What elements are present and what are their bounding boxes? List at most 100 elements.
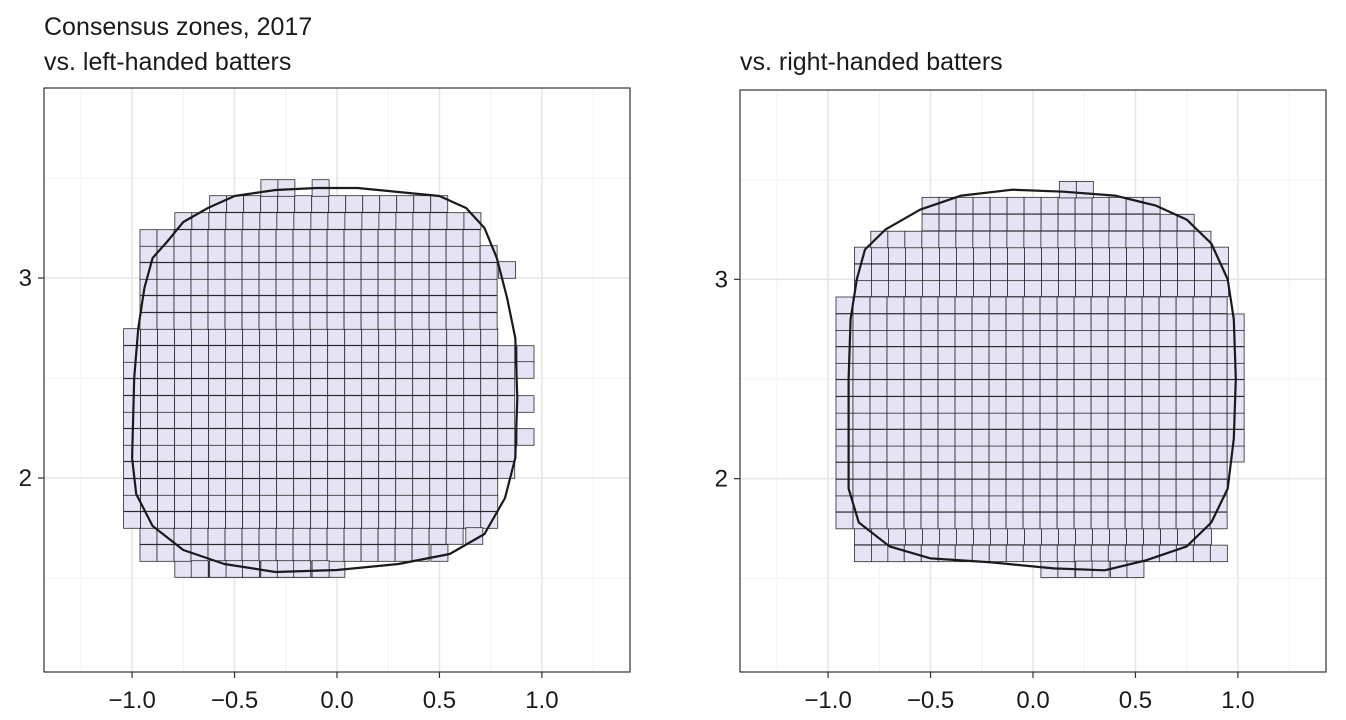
zone-tile: [480, 511, 499, 529]
zone-tile: [378, 345, 397, 363]
zone-tile: [480, 444, 499, 462]
zone-tile: [1056, 544, 1075, 563]
zone-tile: [326, 312, 345, 330]
zone-tile: [903, 511, 922, 530]
zone-tile: [937, 396, 956, 414]
zone-tile: [971, 296, 990, 314]
zone-tile: [1141, 429, 1160, 447]
zone-tile: [207, 527, 226, 545]
zone-tile: [1109, 527, 1127, 546]
zone-tile: [1143, 527, 1161, 546]
x-tick-label: 1.0: [1221, 687, 1254, 714]
zone-tile: [276, 395, 295, 413]
zone-tile: [852, 396, 871, 414]
x-tick-label: −0.5: [211, 687, 258, 714]
zone-tile: [903, 329, 922, 347]
zone-tile: [971, 494, 990, 513]
zone-tile: [903, 313, 922, 331]
zone-tile: [1141, 445, 1160, 463]
zone-tile: [922, 246, 940, 265]
zone-tile: [1073, 362, 1092, 380]
zone-tile: [988, 396, 1007, 414]
zone-tile: [446, 511, 465, 529]
zone-tile: [139, 527, 158, 545]
zone-tile: [1041, 263, 1059, 282]
zone-tile: [480, 494, 499, 512]
zone-tile: [429, 511, 448, 529]
zone-tile: [1073, 445, 1092, 463]
zone-tile: [157, 444, 176, 462]
zone-tile: [242, 428, 261, 446]
zone-tile: [1039, 462, 1058, 480]
zone-tile: [208, 444, 227, 462]
zone-tile: [258, 262, 277, 280]
zone-tile: [888, 263, 906, 282]
zone-tile: [293, 411, 312, 429]
zone-tile: [445, 229, 464, 247]
zone-tile: [292, 278, 311, 296]
zone-tile: [972, 230, 991, 249]
zone-tile: [361, 395, 380, 413]
zone-tile: [903, 296, 922, 314]
zone-tile: [988, 511, 1007, 530]
zone-tile: [989, 213, 1008, 232]
zone-tile: [479, 312, 498, 330]
zone-tile: [1158, 429, 1177, 447]
zone-tile: [1039, 478, 1058, 497]
zone-tile: [157, 461, 176, 479]
zone-tile: [446, 378, 465, 396]
zone-tile: [835, 511, 854, 530]
zone-tile: [1192, 362, 1211, 380]
zone-tile: [937, 462, 956, 480]
zone-tile: [411, 229, 430, 247]
zone-tile: [954, 511, 973, 530]
zone-tile: [988, 462, 1007, 480]
zone-tile: [480, 328, 499, 346]
zone-tile: [1141, 478, 1160, 497]
zone-tile: [852, 445, 871, 463]
zone-tile: [412, 411, 431, 429]
zone-tile: [156, 295, 175, 313]
zone-tile: [869, 511, 888, 530]
zone-tile: [497, 378, 516, 396]
zone-tile: [479, 278, 498, 296]
zone-tile: [1107, 429, 1126, 447]
zone-tile: [1091, 213, 1110, 232]
zone-tile: [990, 246, 1008, 265]
zone-tile: [157, 395, 176, 413]
zone-tile: [140, 411, 159, 429]
zone-tile: [429, 478, 448, 496]
zone-tile: [157, 511, 176, 529]
zone-tile: [1192, 429, 1211, 447]
zone-tile: [225, 478, 244, 496]
zone-tile: [1073, 296, 1092, 314]
zone-tile: [326, 527, 345, 545]
zone-tile: [260, 179, 279, 197]
zone-tile: [480, 345, 499, 363]
zone-tile: [378, 494, 397, 512]
zone-tile: [871, 279, 889, 297]
zone-tile: [394, 262, 413, 280]
zone-tile: [259, 411, 278, 429]
zone-tile: [1107, 511, 1126, 530]
zone-tile: [293, 361, 312, 379]
zone-tile: [463, 478, 482, 496]
zone-tile: [886, 445, 905, 463]
zone-tile: [311, 195, 330, 213]
zone-tile: [327, 444, 346, 462]
zone-tile: [310, 411, 329, 429]
zone-tile: [1124, 445, 1143, 463]
zone-tile: [224, 245, 243, 263]
zone-tile: [971, 412, 990, 430]
zone-tile: [157, 328, 176, 346]
zone-tile: [1160, 246, 1178, 265]
zone-tile: [954, 412, 973, 430]
x-tick-label: 0.5: [423, 687, 456, 714]
zone-tile: [988, 478, 1007, 497]
zone-tile: [362, 195, 381, 213]
zone-tile: [208, 411, 227, 429]
zone-tile: [446, 478, 465, 496]
zone-tile: [972, 213, 991, 232]
zone-tile: [1075, 263, 1093, 282]
zone-tile: [293, 395, 312, 413]
